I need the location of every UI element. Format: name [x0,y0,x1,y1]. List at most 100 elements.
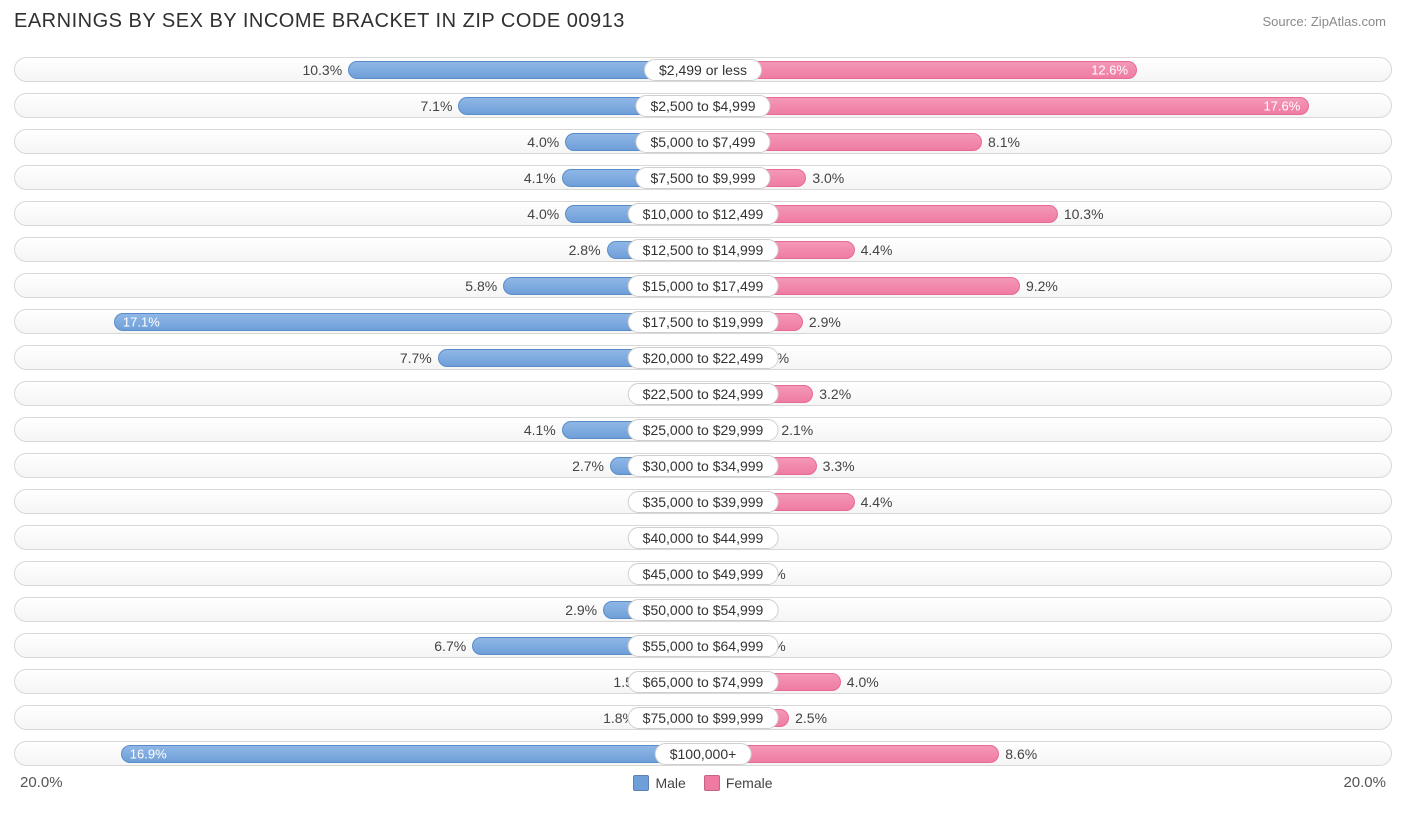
female-value-label: 3.0% [812,170,844,186]
male-half: 7.1% [14,93,703,118]
legend: Male Female [633,775,772,791]
male-half: 1.8% [14,705,703,730]
chart-row: 17.1% 2.9% $17,500 to $19,999 [14,305,1392,338]
male-half: 2.7% [14,453,703,478]
female-half: 2.1% [703,417,1392,442]
bracket-label: $100,000+ [655,743,752,765]
male-value-label: 17.1% [123,314,160,329]
male-value-label: 2.9% [565,602,597,618]
bracket-label: $65,000 to $74,999 [628,671,779,693]
chart-row: 0.0%0.0%$40,000 to $44,999 [14,521,1392,554]
female-value-label: 2.9% [809,314,841,330]
female-half: 1.3% [703,633,1392,658]
male-value-label: 5.8% [465,278,497,294]
chart-title: EARNINGS BY SEX BY INCOME BRACKET IN ZIP… [14,10,1392,33]
male-half: 0.0% [14,525,703,550]
bracket-label: $50,000 to $54,999 [628,599,779,621]
bracket-label: $30,000 to $34,999 [628,455,779,477]
chart-row: 4.0% 10.3% $10,000 to $12,499 [14,197,1392,230]
bracket-label: $10,000 to $12,499 [628,203,779,225]
legend-male-label: Male [655,775,685,791]
chart-row: 0.57%4.4%$35,000 to $39,999 [14,485,1392,518]
female-half: 8.1% [703,129,1392,154]
axis-label-left: 20.0% [20,774,63,791]
female-half: 3.2% [703,381,1392,406]
bracket-label: $40,000 to $44,999 [628,527,779,549]
female-value-label: 2.5% [795,710,827,726]
male-half: 6.7% [14,633,703,658]
female-value-label: 9.2% [1026,278,1058,294]
chart-row: 2.8% 4.4%$12,500 to $14,999 [14,233,1392,266]
female-half: 12.6% [703,57,1392,82]
female-value-label: 17.6% [1263,98,1300,113]
female-value-label: 10.3% [1064,206,1104,222]
male-half: 17.1% [14,309,703,334]
male-value-label: 2.7% [572,458,604,474]
male-half: 0.0% [14,381,703,406]
male-half: 4.1% [14,417,703,442]
male-value-label: 4.0% [527,206,559,222]
female-half: 2.5% [703,705,1392,730]
male-value-label: 4.1% [524,422,556,438]
female-half: 1.3% [703,561,1392,586]
chart-row: 0.0% 3.2% $22,500 to $24,999 [14,377,1392,410]
male-bar: 16.9% [121,745,703,763]
bracket-label: $75,000 to $99,999 [628,707,779,729]
chart-row: 10.3% 12.6% $2,499 or less [14,53,1392,86]
male-swatch-icon [633,775,649,791]
female-half: 3.0% [703,165,1392,190]
bracket-label: $22,500 to $24,999 [628,383,779,405]
male-half: 2.9% [14,597,703,622]
male-half: 0.57% [14,489,703,514]
male-half: 2.8% [14,237,703,262]
bracket-label: $5,000 to $7,499 [635,131,770,153]
female-value-label: 4.0% [847,674,879,690]
bracket-label: $55,000 to $64,999 [628,635,779,657]
chart-row: 4.0%8.1%$5,000 to $7,499 [14,125,1392,158]
chart-row: 1.5%4.0%$65,000 to $74,999 [14,665,1392,698]
female-half: 0.0% [703,525,1392,550]
female-half: 1.4% [703,345,1392,370]
male-value-label: 16.9% [130,746,167,761]
female-value-label: 2.1% [781,422,813,438]
bracket-label: $20,000 to $22,499 [628,347,779,369]
male-half: 10.3% [14,57,703,82]
chart-row: 6.7%1.3%$55,000 to $64,999 [14,629,1392,662]
legend-female-label: Female [726,775,773,791]
bracket-label: $17,500 to $19,999 [628,311,779,333]
female-half: 2.9% [703,309,1392,334]
male-half: 7.7% [14,345,703,370]
female-half: 10.3% [703,201,1392,226]
male-half: 5.8% [14,273,703,298]
source-attribution: Source: ZipAtlas.com [1262,14,1386,29]
chart-row: 5.8%9.2%$15,000 to $17,499 [14,269,1392,302]
female-value-label: 12.6% [1091,62,1128,77]
bracket-label: $7,500 to $9,999 [635,167,770,189]
male-bar: 17.1% [114,313,703,331]
diverging-bar-chart: 10.3% 12.6% $2,499 or less 7.1% 17.6% $2,500 … [14,53,1392,770]
bracket-label: $45,000 to $49,999 [628,563,779,585]
bracket-label: $35,000 to $39,999 [628,491,779,513]
chart-row: 2.9% 0.0%$50,000 to $54,999 [14,593,1392,626]
female-half: 17.6% [703,93,1392,118]
bracket-label: $2,499 or less [644,59,762,81]
female-half: 4.4% [703,237,1392,262]
bracket-label: $12,500 to $14,999 [628,239,779,261]
chart-row: 2.7% 3.3% $30,000 to $34,999 [14,449,1392,482]
female-bar: 12.6% [703,61,1137,79]
male-value-label: 2.8% [569,242,601,258]
female-value-label: 3.2% [819,386,851,402]
male-half: 4.1% [14,165,703,190]
bracket-label: $25,000 to $29,999 [628,419,779,441]
male-half: 4.0% [14,129,703,154]
bracket-label: $2,500 to $4,999 [635,95,770,117]
female-value-label: 3.3% [823,458,855,474]
chart-row: 7.1% 17.6% $2,500 to $4,999 [14,89,1392,122]
female-half: 8.6% [703,741,1392,766]
chart-footer: 20.0% Male Female 20.0% [14,774,1392,791]
legend-item-female: Female [704,775,773,791]
axis-label-right: 20.0% [1343,774,1386,791]
male-value-label: 7.7% [400,350,432,366]
female-half: 0.0% [703,597,1392,622]
chart-row: 7.7% 1.4%$20,000 to $22,499 [14,341,1392,374]
